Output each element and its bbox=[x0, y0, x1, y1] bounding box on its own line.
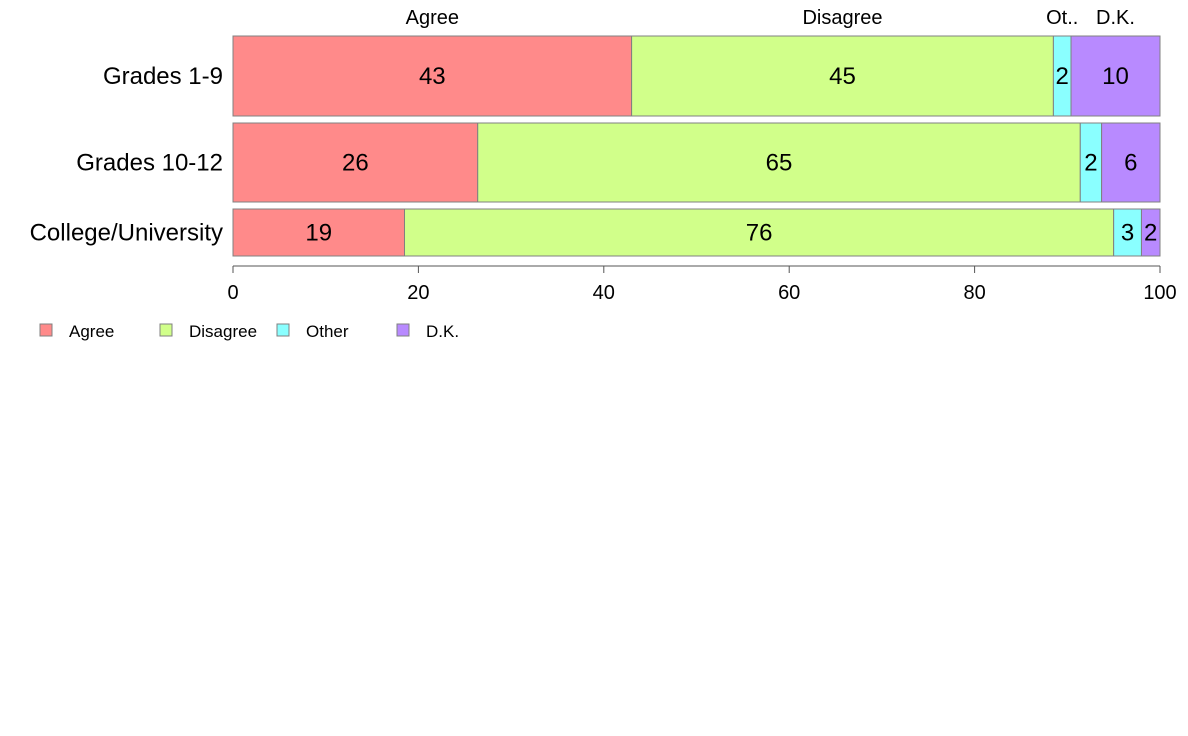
legend-label-agree: Agree bbox=[69, 322, 114, 341]
bar-value-label: 3 bbox=[1121, 220, 1134, 247]
column-header-labels: Agree Disagree Ot.. D.K. bbox=[406, 7, 1135, 29]
bar-value-label: 2 bbox=[1144, 220, 1157, 247]
bar-value-label: 19 bbox=[305, 220, 332, 247]
bar-college-university-d-k bbox=[1140, 208, 1161, 257]
x-tick-label: 80 bbox=[963, 282, 985, 304]
x-tick-label: 20 bbox=[407, 282, 429, 304]
bar-grades-10-12-disagree bbox=[477, 122, 1081, 203]
bar-grades-1-9-agree bbox=[232, 35, 633, 117]
bar-value-label: 26 bbox=[342, 150, 369, 177]
bar-value-label: 6 bbox=[1124, 150, 1137, 177]
bar-grades-1-9-disagree bbox=[631, 35, 1054, 117]
bar-college-university-disagree bbox=[403, 208, 1115, 257]
x-tick-label: 0 bbox=[227, 282, 238, 304]
bar-value-label: 10 bbox=[1102, 63, 1129, 90]
bar-grades-10-12-agree bbox=[232, 122, 479, 203]
bar-grades-1-9-d-k bbox=[1070, 35, 1161, 117]
x-tick-label: 40 bbox=[593, 282, 615, 304]
legend-swatch-other bbox=[276, 323, 290, 337]
bar-value-label: 65 bbox=[766, 150, 793, 177]
bar-college-university-agree bbox=[232, 208, 405, 257]
column-header-disagree: Disagree bbox=[802, 7, 882, 29]
column-header-ot: Ot.. bbox=[1046, 7, 1078, 29]
column-header-agree: Agree bbox=[406, 7, 459, 29]
legend: Agree Disagree Other D.K. bbox=[39, 322, 459, 341]
bar-value-label: 43 bbox=[419, 63, 446, 90]
bar-value-label: 2 bbox=[1056, 63, 1069, 90]
bar-value-label: 2 bbox=[1084, 150, 1097, 177]
legend-label-d-k: D.K. bbox=[426, 322, 459, 341]
bar-grades-10-12-d-k bbox=[1101, 122, 1161, 203]
column-header-d-k: D.K. bbox=[1096, 7, 1135, 29]
category-label-grades-10-12: Grades 10-12 bbox=[76, 150, 223, 177]
category-label-grades-1-9: Grades 1-9 bbox=[103, 63, 223, 90]
legend-swatch-disagree bbox=[159, 323, 173, 337]
x-tick-label: 100 bbox=[1143, 282, 1176, 304]
legend-label-disagree: Disagree bbox=[189, 322, 257, 341]
legend-swatch-d-k bbox=[396, 323, 410, 337]
legend-swatch-agree bbox=[39, 323, 53, 337]
bar-college-university-other bbox=[1113, 208, 1142, 257]
legend-label-other: Other bbox=[306, 322, 349, 341]
bar-value-label: 45 bbox=[829, 63, 856, 90]
x-tick-label: 60 bbox=[778, 282, 800, 304]
category-label-college-university: College/University bbox=[30, 220, 223, 247]
bar-value-label: 76 bbox=[746, 220, 773, 247]
category-labels: Grades 1-9 Grades 10-12 College/University bbox=[30, 63, 223, 247]
x-axis: 0 20 40 60 80 100 bbox=[227, 265, 1177, 304]
